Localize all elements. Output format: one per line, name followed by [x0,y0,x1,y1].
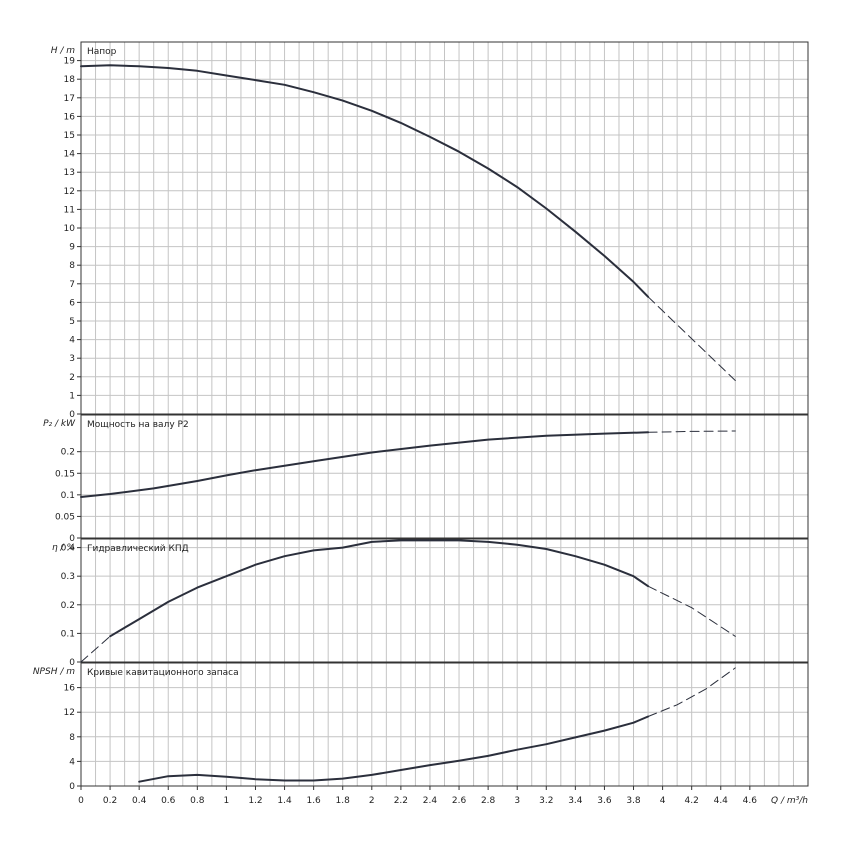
y-tick-label: 2 [69,373,75,383]
x-tick-label: 2.6 [452,796,467,806]
y-tick-label: 0.2 [61,448,75,458]
x-tick-label: 1.8 [336,796,351,806]
y-tick-label: 7 [69,280,75,290]
panel-title: Напор [87,47,117,57]
curve-solid [80,431,650,498]
curve-dashed [647,667,736,717]
y-tick-label: 0.4 [61,544,76,554]
y-axis-label: η / % [52,543,75,553]
curve-dashed [647,585,736,637]
y-tick-label: 16 [64,112,76,122]
x-tick-label: 1 [224,796,230,806]
x-tick-label: 3 [514,796,520,806]
panel-frame [80,41,809,415]
y-tick-label: 14 [64,150,76,160]
x-tick-label: 3.6 [597,796,612,806]
y-tick-label: 0.1 [61,491,75,501]
x-tick-label: 4.2 [685,796,699,806]
y-tick-label: 3 [69,354,75,364]
curve-dashed [80,635,111,663]
y-tick-label: 8 [69,733,75,743]
x-tick-label: 0.8 [190,796,205,806]
y-tick-label: 4 [69,336,75,346]
y-tick-label: 9 [69,243,75,253]
panel-frame [80,538,809,663]
x-tick-label: 3.4 [568,796,583,806]
y-tick-label: 16 [64,684,76,694]
curve-dashed [647,430,736,433]
y-tick-label: 0 [69,534,75,544]
panel-frame [80,662,809,787]
y-tick-label: 17 [64,94,75,104]
x-tick-label: 1.4 [277,796,292,806]
y-tick-label: 18 [64,75,76,85]
curve-solid [109,539,650,638]
y-tick-label: 0 [69,782,75,792]
panel-frame [80,414,809,539]
curve-solid [138,715,650,783]
y-tick-label: 0.2 [61,601,75,611]
panel-title: Мощность на валу P2 [87,420,189,430]
panel-title: Гидравлический КПД [87,544,189,554]
x-tick-label: 4.4 [714,796,729,806]
x-tick-label: 2.4 [423,796,438,806]
y-tick-label: 5 [69,317,75,327]
panel-title: Кривые кавитационного запаса [87,668,239,678]
y-tick-label: 12 [64,187,75,197]
y-tick-label: 0.15 [55,469,75,479]
x-tick-label: 2.2 [394,796,408,806]
x-tick-label: 4.6 [743,796,758,806]
y-axis-label: H / m [51,46,76,56]
y-tick-label: 0.3 [61,572,75,582]
y-tick-label: 4 [69,757,75,767]
x-tick-label: 0.2 [103,796,117,806]
y-tick-label: 10 [64,224,76,234]
y-tick-label: 12 [64,708,75,718]
x-tick-label: 3.2 [539,796,553,806]
x-tick-label: 2 [369,796,375,806]
y-tick-label: 6 [69,298,75,308]
y-tick-label: 13 [64,168,75,178]
x-tick-label: 4 [660,796,666,806]
x-tick-label: 2.8 [481,796,496,806]
y-tick-label: 15 [64,131,75,141]
x-tick-label: 0.6 [161,796,176,806]
curve-dashed [647,296,736,381]
y-tick-label: 19 [64,57,76,67]
y-axis-label: P₂ / kW [43,419,76,429]
x-tick-label: 3.8 [626,796,641,806]
y-axis-label: NPSH / m [33,667,75,677]
y-tick-label: 8 [69,261,75,271]
curve-solid [80,64,650,298]
y-tick-label: 0.05 [55,512,75,522]
x-axis-label: Q / m³/h [771,796,808,806]
y-tick-label: 0 [69,410,75,420]
y-tick-label: 1 [69,391,75,401]
y-tick-label: 11 [64,205,75,215]
y-tick-label: 0 [69,658,75,668]
x-tick-label: 0 [78,796,84,806]
y-tick-label: 0.1 [61,629,75,639]
x-tick-label: 0.4 [132,796,147,806]
x-tick-label: 1.6 [306,796,321,806]
x-tick-label: 1.2 [248,796,262,806]
